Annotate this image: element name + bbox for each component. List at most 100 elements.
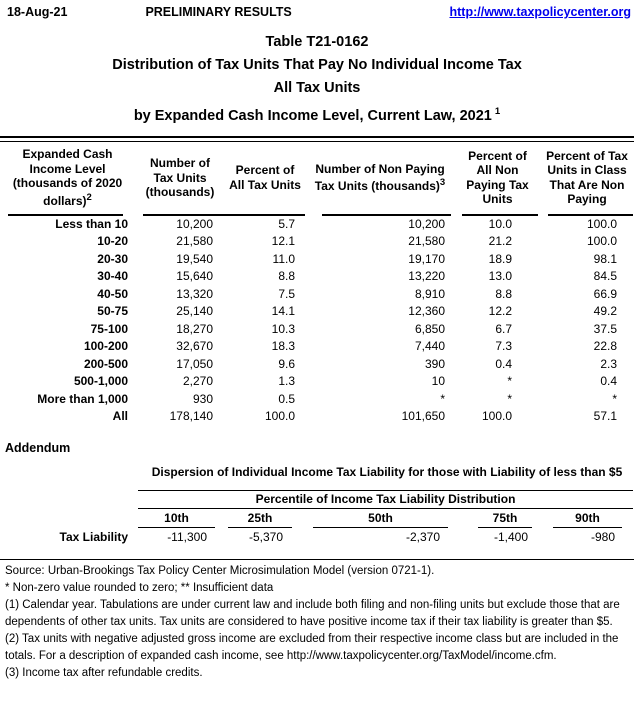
pct-all-units: 5.7 — [278, 216, 295, 231]
top-bar: 18-Aug-21 PRELIMINARY RESULTS http://www… — [0, 0, 634, 19]
pct-class-non-paying: 0.4 — [600, 374, 617, 389]
non-paying-units: 6,850 — [414, 321, 445, 336]
non-paying-units: 13,220 — [408, 269, 445, 284]
table-number-title: Table T21-0162 — [265, 34, 369, 50]
pct-all-units: 18.3 — [271, 339, 295, 354]
pct-non-paying: 18.9 — [488, 251, 512, 266]
pct-all-units: 7.5 — [278, 286, 295, 301]
pct-all-units: 1.3 — [278, 374, 295, 389]
non-paying-units: 12,360 — [408, 304, 445, 319]
percentile-10th: 10th — [138, 511, 215, 528]
tax-units: 178,140 — [169, 409, 213, 424]
tax-liability-label: Tax Liability — [59, 529, 128, 544]
preliminary-results-label: PRELIMINARY RESULTS — [145, 5, 292, 19]
website-link[interactable]: http://www.taxpolicycenter.org — [449, 5, 631, 19]
tax-liability-75th: -1,400 — [493, 529, 528, 544]
pct-class-non-paying: 100.0 — [586, 234, 617, 249]
table-row: 75-100 18,270 10.3 6,850 6.7 37.5 — [0, 321, 634, 339]
tax-liability-25th: -5,370 — [248, 529, 283, 544]
tax-units: 32,670 — [176, 339, 213, 354]
pct-all-units: 10.3 — [271, 321, 295, 336]
header-underline — [143, 214, 225, 216]
percentile-75th: 75th — [478, 511, 532, 528]
header-underline — [548, 214, 633, 216]
table-row: More than 1,000 930 0.5 * * * — [0, 391, 634, 409]
pct-non-paying: * — [507, 391, 512, 406]
non-paying-units: 19,170 — [408, 251, 445, 266]
footnote-ref-2: 2 — [86, 191, 92, 203]
pct-all-units: 0.5 — [278, 391, 295, 406]
income-level: More than 1,000 — [37, 391, 128, 406]
pct-non-paying: 10.0 — [488, 216, 512, 231]
pct-class-non-paying: 98.1 — [593, 251, 617, 266]
income-level: 50-75 — [97, 304, 128, 319]
pct-non-paying: 7.3 — [495, 339, 512, 354]
pct-class-non-paying: 49.2 — [593, 304, 617, 319]
pct-class-non-paying: 66.9 — [593, 286, 617, 301]
pct-non-paying: 13.0 — [488, 269, 512, 284]
pct-all-units: 11.0 — [272, 251, 295, 266]
pct-non-paying: 12.2 — [488, 304, 512, 319]
income-level: 10-20 — [97, 234, 128, 249]
pct-all-units: 12.1 — [271, 234, 295, 249]
tax-units: 25,140 — [176, 304, 213, 319]
col-header-number-non-paying: Number of Non Paying Tax Units (thousand… — [314, 161, 446, 194]
percentile-header-row: 10th 25th 50th 75th 90th — [0, 509, 634, 528]
income-level: All — [112, 409, 128, 424]
footnotes-divider — [0, 558, 634, 561]
distribution-table: Expanded Cash Income Level (thousands of… — [0, 142, 634, 426]
pct-non-paying: 0.4 — [495, 356, 512, 371]
pct-non-paying: * — [507, 374, 512, 389]
col-header-percent-non-paying: Percent of All Non Paying Tax Units — [466, 148, 529, 207]
footnote-3: (3) Income tax after refundable credits. — [5, 667, 203, 680]
pct-class-non-paying: 37.5 — [593, 321, 617, 336]
income-level: 75-100 — [90, 321, 128, 336]
table-row: 100-200 32,670 18.3 7,440 7.3 22.8 — [0, 338, 634, 356]
header-underline — [225, 214, 305, 216]
table-subtitle: All Tax Units — [273, 80, 361, 96]
non-paying-units: 101,650 — [401, 409, 445, 424]
addendum-table: Percentile of Income Tax Liability Distr… — [0, 489, 634, 547]
non-paying-units: 10,200 — [408, 216, 445, 231]
percentile-band-row: Percentile of Income Tax Liability Distr… — [0, 489, 634, 509]
percentile-band-title: Percentile of Income Tax Liability Distr… — [138, 489, 633, 509]
tax-units: 2,270 — [182, 374, 213, 389]
non-paying-units: 21,580 — [408, 234, 445, 249]
header-underline — [462, 214, 538, 216]
col-header-percent-class-non-paying: Percent of Tax Units in Class That Are N… — [546, 148, 628, 207]
header-underline-row — [0, 214, 634, 216]
table-row: 40-50 13,320 7.5 8,910 8.8 66.9 — [0, 286, 634, 304]
percentile-25th: 25th — [228, 511, 292, 528]
table-row: 30-40 15,640 8.8 13,220 13.0 84.5 — [0, 268, 634, 286]
footnotes: Source: Urban-Brookings Tax Policy Cente… — [0, 560, 634, 682]
source-note: Source: Urban-Brookings Tax Policy Cente… — [5, 565, 435, 578]
income-level: Less than 10 — [55, 216, 128, 231]
table-row: Less than 10 10,200 5.7 10,200 10.0 100.0 — [0, 216, 634, 234]
footnote-ref-3: 3 — [439, 177, 446, 189]
col-header-percent-all-tax-units: Percent of All Tax Units — [229, 163, 301, 192]
pct-non-paying: 100.0 — [481, 409, 512, 424]
tax-units: 10,200 — [176, 216, 213, 231]
pct-non-paying: 6.7 — [495, 321, 512, 336]
footnote-1: (1) Calendar year. Tabulations are under… — [5, 599, 620, 629]
non-paying-units: 8,910 — [414, 286, 445, 301]
table-row: 20-30 19,540 11.0 19,170 18.9 98.1 — [0, 251, 634, 269]
addendum-heading: Addendum — [5, 440, 71, 455]
percentile-90th: 90th — [553, 511, 622, 528]
tax-units: 17,050 — [176, 356, 213, 371]
header-underline — [8, 214, 123, 216]
tax-units: 21,580 — [176, 234, 213, 249]
table-income-level-title: by Expanded Cash Income Level, Current L… — [133, 106, 501, 124]
header-underline — [322, 214, 451, 216]
table-top-double-rule — [0, 135, 634, 142]
tax-liability-row: Tax Liability -11,300 -5,370 -2,370 -1,4… — [0, 528, 634, 547]
pct-class-non-paying: * — [612, 391, 617, 406]
symbol-legend: * Non-zero value rounded to zero; ** Ins… — [5, 582, 274, 595]
pct-non-paying: 21.2 — [488, 234, 512, 249]
pct-class-non-paying: 100.0 — [586, 216, 617, 231]
table-row-total: All 178,140 100.0 101,650 100.0 57.1 — [0, 408, 634, 426]
tax-units: 13,320 — [176, 286, 213, 301]
pct-all-units: 100.0 — [264, 409, 295, 424]
tax-liability-50th: -2,370 — [405, 529, 440, 544]
